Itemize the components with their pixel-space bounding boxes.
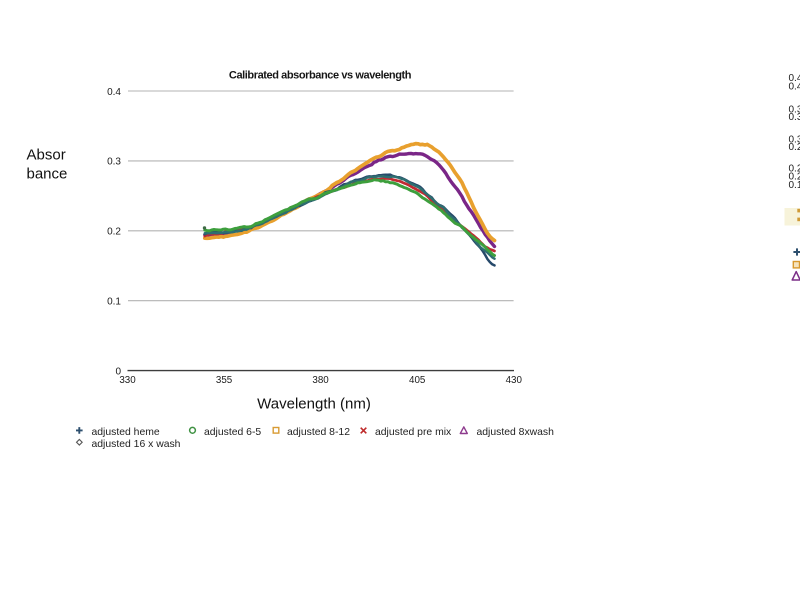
svg-text:0.45: 0.45	[789, 73, 800, 84]
svg-text:Absor: Absor	[27, 147, 66, 164]
svg-text:0.25: 0.25	[789, 164, 800, 175]
svg-text:430: 430	[506, 375, 523, 386]
svg-text:330: 330	[119, 375, 136, 386]
svg-text:Wavelength (nm): Wavelength (nm)	[257, 396, 371, 413]
svg-text:0.45: 0.45	[789, 82, 800, 93]
svg-text:0.15: 0.15	[789, 180, 800, 191]
svg-text:adjusted 6-5: adjusted 6-5	[204, 427, 261, 438]
svg-text:0: 0	[115, 366, 121, 377]
svg-text:adjusted heme: adjusted heme	[92, 427, 160, 438]
svg-text:0.35: 0.35	[789, 105, 800, 116]
svg-text:0.25: 0.25	[789, 172, 800, 183]
svg-text:380: 380	[312, 375, 329, 386]
svg-text:405: 405	[409, 375, 426, 386]
svg-text:0.2: 0.2	[107, 227, 121, 238]
svg-text:0.25: 0.25	[789, 142, 800, 153]
svg-text:0.3: 0.3	[107, 157, 121, 168]
svg-text:355: 355	[216, 375, 233, 386]
svg-text:0.4: 0.4	[107, 87, 121, 98]
svg-text:adjusted 16 x wash: adjusted 16 x wash	[92, 439, 181, 450]
svg-text:Calibrated absorbance vs wavel: Calibrated absorbance vs wavelength	[229, 70, 412, 82]
svg-text:0.35: 0.35	[789, 135, 800, 146]
svg-text:adjusted pre mix: adjusted pre mix	[375, 427, 452, 438]
svg-text:adjusted 8-12: adjusted 8-12	[287, 427, 350, 438]
svg-text:bance: bance	[27, 166, 68, 183]
svg-text:adjusted 8xwash: adjusted 8xwash	[477, 427, 555, 438]
svg-text:0.35: 0.35	[789, 112, 800, 123]
svg-text:0.1: 0.1	[107, 297, 121, 308]
